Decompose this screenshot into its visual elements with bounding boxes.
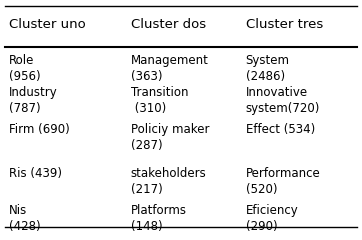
Text: Eficiency
(290): Eficiency (290) (246, 204, 298, 233)
Text: Platforms
(148): Platforms (148) (131, 204, 187, 233)
Text: Firm (690): Firm (690) (9, 124, 70, 137)
Text: Cluster tres: Cluster tres (246, 18, 323, 30)
Text: Cluster dos: Cluster dos (131, 18, 206, 30)
Text: Policiy maker
(287): Policiy maker (287) (131, 124, 209, 152)
Text: Management
(363)
Transition
 (310): Management (363) Transition (310) (131, 54, 209, 115)
Text: stakeholders
(217): stakeholders (217) (131, 167, 206, 196)
Text: Nis
(428): Nis (428) (9, 204, 40, 233)
Text: Performance
(520): Performance (520) (246, 167, 320, 196)
Text: Effect (534): Effect (534) (246, 124, 315, 137)
Text: System
(2486)
Innovative
system(720): System (2486) Innovative system(720) (246, 54, 320, 115)
Text: Ris (439): Ris (439) (9, 167, 62, 180)
Text: Role
(956)
Industry
(787): Role (956) Industry (787) (9, 54, 57, 115)
Text: Cluster uno: Cluster uno (9, 18, 85, 30)
